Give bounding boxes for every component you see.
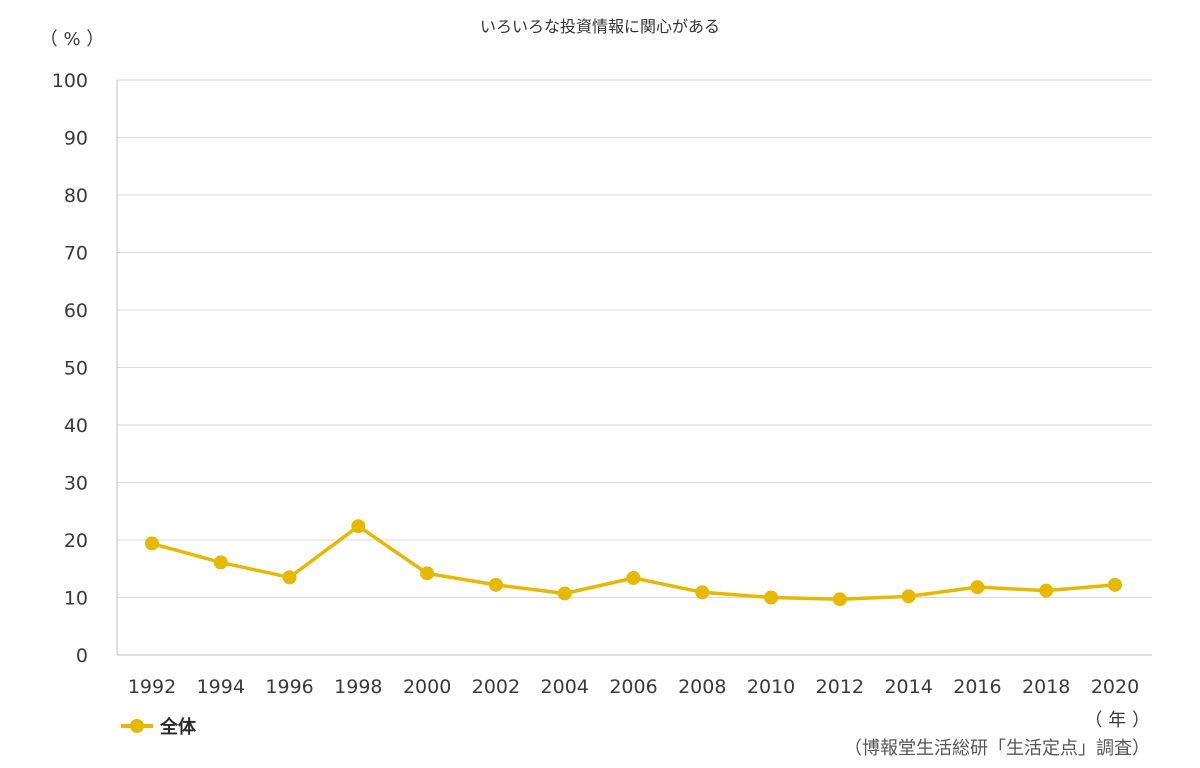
y-tick-label: 20 bbox=[64, 530, 88, 552]
x-tick-label: 1998 bbox=[334, 676, 382, 698]
y-tick-label: 50 bbox=[64, 358, 88, 380]
x-tick-label: 2006 bbox=[609, 676, 657, 698]
legend-swatch-marker bbox=[130, 719, 144, 733]
y-tick-label: 10 bbox=[64, 588, 88, 610]
x-tick-label: 1996 bbox=[265, 676, 313, 698]
data-point-1992 bbox=[145, 536, 159, 551]
y-axis-unit-label: （ % ） bbox=[40, 29, 105, 50]
data-point-2002 bbox=[488, 577, 503, 592]
y-tick-label: 40 bbox=[64, 415, 88, 437]
x-tick-label: 2002 bbox=[472, 676, 520, 698]
data-point-2006 bbox=[626, 570, 641, 585]
y-tick-label: 90 bbox=[64, 128, 88, 150]
data-point-2004 bbox=[557, 586, 572, 601]
data-point-2014 bbox=[901, 589, 916, 604]
data-point-2010 bbox=[764, 590, 779, 605]
x-tick-label: 2010 bbox=[747, 676, 795, 698]
data-point-2012 bbox=[832, 592, 847, 607]
data-point-2020 bbox=[1108, 577, 1122, 592]
chart-title: いろいろな投資情報に関心がある bbox=[480, 17, 720, 36]
data-point-2016 bbox=[970, 580, 985, 595]
x-axis-unit-label: （ 年 ） bbox=[1085, 710, 1150, 731]
data-point-2000 bbox=[420, 566, 435, 581]
y-tick-label: 80 bbox=[64, 185, 88, 207]
x-tick-label: 2008 bbox=[678, 676, 726, 698]
y-tick-label: 100 bbox=[52, 70, 88, 92]
y-tick-label: 30 bbox=[64, 473, 88, 495]
y-tick-label: 0 bbox=[76, 645, 88, 667]
x-axis-ticks: 1992 1994 1996 1998 2000 2002 2004 2006 2008 2010… bbox=[128, 676, 1139, 698]
data-point-2018 bbox=[1039, 583, 1054, 598]
x-tick-label: 2018 bbox=[1022, 676, 1070, 698]
x-tick-label: 2004 bbox=[541, 676, 589, 698]
x-tick-label: 2020 bbox=[1091, 676, 1139, 698]
y-axis-ticks: 0 10 20 30 40 50 60 70 80 90 100 bbox=[52, 70, 88, 667]
legend-label: 全体 bbox=[159, 716, 197, 738]
x-tick-label: 2014 bbox=[884, 676, 932, 698]
y-tick-label: 70 bbox=[64, 243, 88, 265]
x-tick-label: 1994 bbox=[197, 676, 245, 698]
x-tick-label: 2016 bbox=[953, 676, 1001, 698]
data-point-1996 bbox=[282, 570, 297, 585]
source-note: （博報堂生活総研「生活定点」調査） bbox=[844, 738, 1150, 759]
data-point-2008 bbox=[695, 585, 710, 600]
x-tick-label: 2012 bbox=[816, 676, 864, 698]
data-point-1998 bbox=[351, 519, 366, 534]
x-tick-label: 1992 bbox=[128, 676, 176, 698]
x-tick-label: 2000 bbox=[403, 676, 451, 698]
legend: 全体 bbox=[121, 716, 197, 738]
gridlines bbox=[116, 79, 1152, 656]
y-tick-label: 60 bbox=[64, 300, 88, 322]
series-layer bbox=[145, 519, 1122, 607]
data-point-1994 bbox=[213, 555, 228, 570]
